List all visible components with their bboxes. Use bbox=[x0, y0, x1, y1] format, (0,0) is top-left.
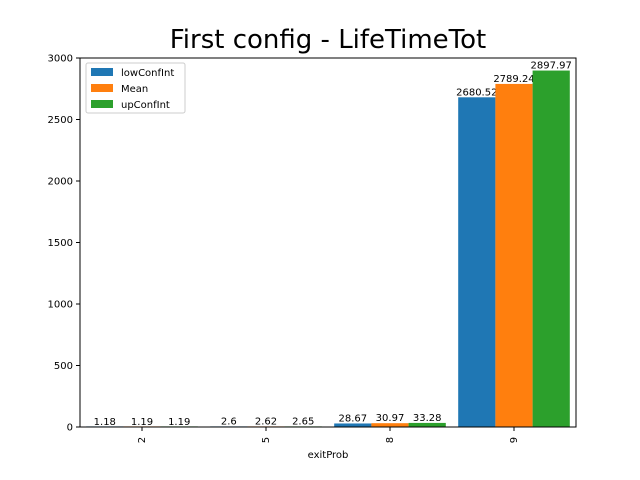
x-tick-label: 8 bbox=[385, 437, 396, 443]
data-label: 2.65 bbox=[292, 417, 314, 428]
legend-swatch bbox=[91, 84, 113, 92]
data-label: 33.28 bbox=[413, 413, 442, 424]
legend-swatch bbox=[91, 100, 113, 108]
x-tick-label: 2 bbox=[137, 437, 148, 443]
legend: lowConfInt Mean upConfInt bbox=[85, 62, 186, 114]
data-label: 2680.52 bbox=[456, 87, 497, 98]
plot-area: 1.18 1.19 1.19 2.6 2.62 2.65 28.67 30.97 33.28 26… bbox=[86, 61, 572, 428]
legend-label: upConfInt bbox=[121, 100, 170, 111]
legend-swatch bbox=[91, 68, 113, 76]
x-tick-label: 5 bbox=[261, 437, 272, 443]
y-tick-label: 500 bbox=[54, 361, 73, 372]
y-tick-label: 3000 bbox=[48, 54, 73, 65]
data-label: 30.97 bbox=[376, 413, 405, 424]
data-label: 2789.24 bbox=[493, 74, 534, 85]
data-label: 2.6 bbox=[221, 417, 237, 428]
data-label: 2.62 bbox=[255, 417, 277, 428]
data-label: 1.18 bbox=[94, 417, 116, 428]
legend-label: lowConfInt bbox=[121, 68, 174, 79]
bar bbox=[458, 97, 496, 428]
data-label: 2897.97 bbox=[531, 61, 572, 72]
bar bbox=[408, 422, 446, 427]
chart-title: First config - LifeTimeTot bbox=[170, 25, 487, 55]
bar bbox=[532, 70, 570, 428]
legend-label: Mean bbox=[121, 84, 148, 95]
axes: 0 500 1000 1500 2000 2500 3000 2 5 8 9 bbox=[48, 54, 520, 444]
y-tick-label: 2000 bbox=[48, 177, 73, 188]
data-label: 1.19 bbox=[168, 417, 190, 428]
y-tick-label: 0 bbox=[67, 423, 73, 434]
y-tick-label: 1000 bbox=[48, 300, 73, 311]
x-tick-label: 9 bbox=[509, 437, 520, 443]
bar bbox=[495, 83, 533, 428]
y-tick-label: 2500 bbox=[48, 115, 73, 126]
y-tick-label: 1500 bbox=[48, 238, 73, 249]
data-label: 1.19 bbox=[131, 417, 153, 428]
bar bbox=[334, 423, 372, 427]
x-axis-label: exitProb bbox=[308, 450, 349, 461]
bar bbox=[371, 423, 409, 427]
data-label: 28.67 bbox=[338, 413, 367, 424]
